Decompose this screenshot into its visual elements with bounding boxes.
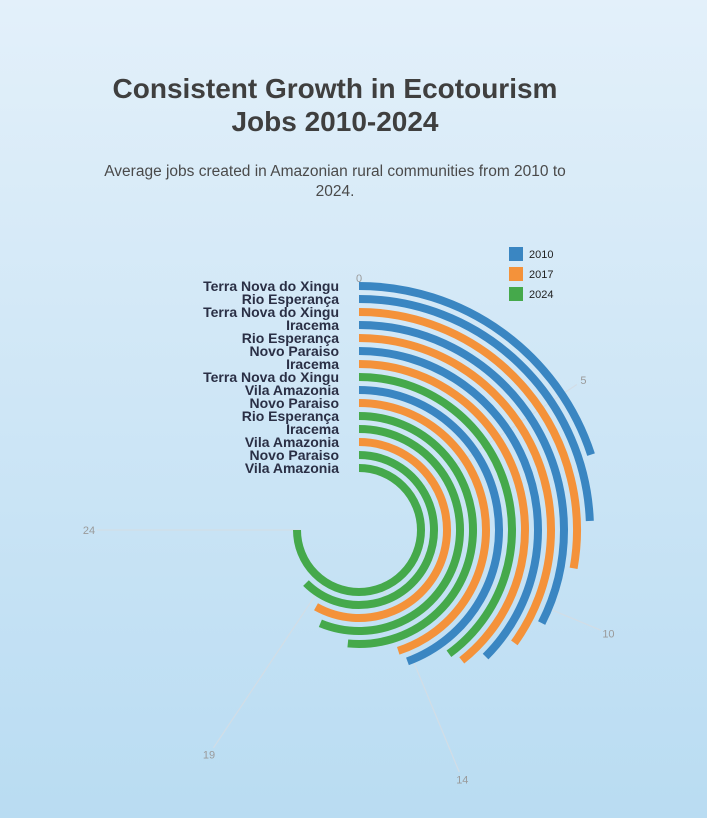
- axis-tick-labels: 0 5 10 14 19 24: [83, 273, 615, 786]
- bar[interactable]: [358, 282, 595, 456]
- category-label: Vila Amazonia: [245, 382, 339, 398]
- bar[interactable]: [358, 334, 555, 646]
- axis-tick-label: 19: [203, 749, 215, 761]
- legend-swatch[interactable]: [509, 267, 523, 281]
- legend-label[interactable]: 2024: [529, 289, 553, 301]
- category-label: Iracema: [286, 317, 339, 333]
- category-label: Terra Nova do Xingu: [203, 278, 339, 294]
- legend[interactable]: 2010 2017 2024: [509, 247, 553, 301]
- bars: [293, 282, 595, 666]
- bar[interactable]: [314, 438, 451, 622]
- category-label: Novo Paraiso: [250, 395, 339, 411]
- axis-tick-label: 10: [602, 628, 614, 640]
- bar[interactable]: [293, 464, 425, 596]
- bar[interactable]: [303, 451, 438, 609]
- category-label: Terra Nova do Xingu: [203, 304, 339, 320]
- bar[interactable]: [347, 412, 477, 648]
- category-label: Novo Paraiso: [250, 447, 339, 463]
- bar[interactable]: [358, 347, 542, 660]
- bar[interactable]: [358, 386, 503, 666]
- bar[interactable]: [358, 295, 594, 522]
- category-label: Vila Amazonia: [245, 434, 339, 450]
- axis-tick-label: 5: [580, 375, 586, 387]
- category-label: Iracema: [286, 356, 339, 372]
- category-label: Vila Amazonia: [245, 460, 339, 476]
- bar[interactable]: [318, 425, 464, 635]
- bar[interactable]: [358, 308, 581, 570]
- axis-tick-label: 14: [456, 774, 468, 786]
- category-label: Rio Esperança: [242, 408, 339, 424]
- bar[interactable]: [358, 399, 490, 655]
- bar[interactable]: [358, 373, 516, 658]
- legend-label[interactable]: 2017: [529, 269, 553, 281]
- chart-title: Consistent Growth in Ecotourism Jobs 201…: [112, 73, 558, 137]
- legend-swatch[interactable]: [509, 287, 523, 301]
- category-label: Rio Esperança: [242, 291, 339, 307]
- legend-label[interactable]: 2010: [529, 249, 553, 261]
- category-label: Iracema: [286, 421, 339, 437]
- category-label: Novo Paraiso: [250, 343, 339, 359]
- axis-tick-label: 24: [83, 525, 95, 537]
- legend-swatch[interactable]: [509, 247, 523, 261]
- bar[interactable]: [358, 360, 529, 664]
- chart-subtitle: Average jobs created in Amazonian rural …: [104, 163, 566, 200]
- category-label: Terra Nova do Xingu: [203, 369, 339, 385]
- axis-tick-label: 0: [356, 273, 362, 285]
- bar[interactable]: [358, 321, 568, 625]
- gridline: [212, 577, 328, 749]
- category-label: Rio Esperança: [242, 330, 339, 346]
